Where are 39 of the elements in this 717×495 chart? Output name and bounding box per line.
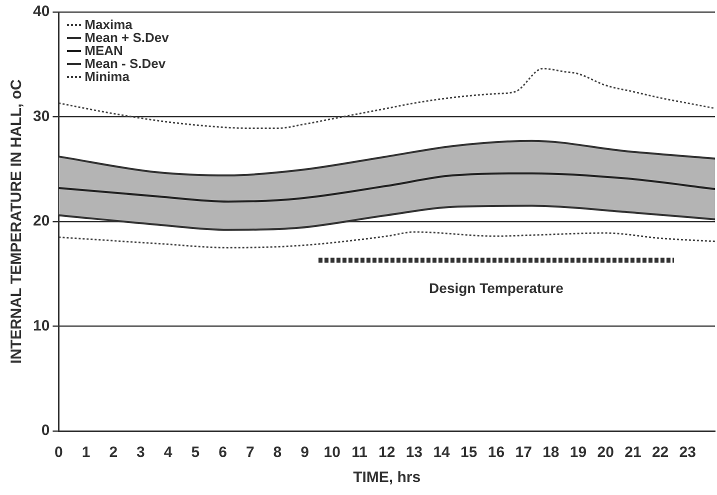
line-series xyxy=(58,172,715,203)
series-label: Design Temperature xyxy=(429,280,564,296)
x-tick-label: 20 xyxy=(597,444,614,462)
y-axis-title: INTERNAL TEMPERATURE IN HALL, oC xyxy=(8,79,26,364)
x-tick-label: 6 xyxy=(218,444,227,462)
x-tick-label: 21 xyxy=(624,444,642,462)
x-tick-label: 13 xyxy=(406,444,423,462)
x-tick-label: 4 xyxy=(164,444,173,462)
y-tick-label: 0 xyxy=(41,422,50,440)
y-tick-label: 20 xyxy=(32,212,50,230)
legend-label: Mean + S.Dev xyxy=(84,30,169,45)
x-tick-label: 5 xyxy=(191,444,200,462)
x-tick-label: 14 xyxy=(433,444,451,462)
x-axis-title: TIME, hrs xyxy=(353,469,421,486)
legend-label: Minima xyxy=(84,69,130,84)
x-tick-label: 0 xyxy=(54,444,63,462)
x-tick-label: 3 xyxy=(136,444,145,462)
x-tick-label: 9 xyxy=(300,444,309,462)
x-tick-label: 10 xyxy=(324,444,340,462)
x-tick-label: 19 xyxy=(570,444,587,462)
x-tick-label: 7 xyxy=(246,444,254,462)
x-tick-label: 2 xyxy=(109,444,118,462)
legend-label: Mean - S.Dev xyxy=(84,56,167,71)
legend-label: Maxima xyxy=(84,17,133,32)
x-tick-label: 1 xyxy=(82,444,90,462)
y-tick-label: 40 xyxy=(32,3,50,20)
x-tick-label: 23 xyxy=(679,444,696,462)
line-series xyxy=(58,231,715,248)
x-tick-label: 11 xyxy=(352,444,368,462)
x-tick-label: 18 xyxy=(542,444,560,462)
x-tick-label: 15 xyxy=(460,444,478,462)
y-tick-label: 30 xyxy=(32,108,50,125)
x-tick-label: 17 xyxy=(515,444,532,462)
legend-label: MEAN xyxy=(84,43,124,58)
x-tick-label: 8 xyxy=(273,444,282,462)
y-tick-label: 10 xyxy=(32,317,50,334)
x-tick-label: 12 xyxy=(378,444,396,462)
x-tick-label: 22 xyxy=(652,444,669,462)
x-tick-label: 16 xyxy=(488,444,505,462)
